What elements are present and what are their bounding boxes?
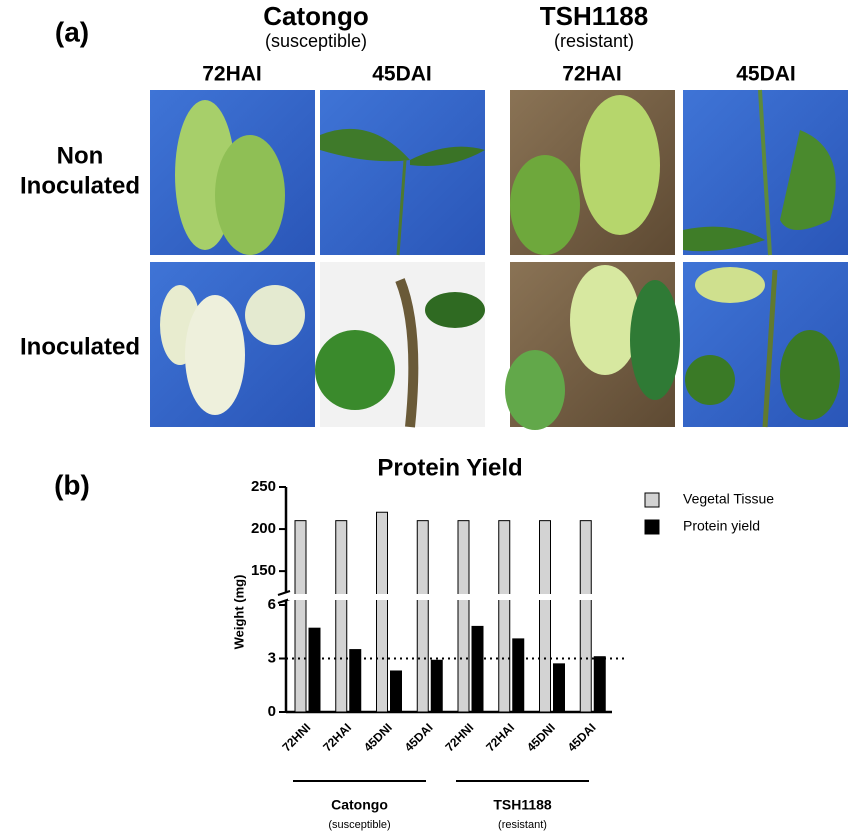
bar	[349, 649, 362, 713]
y-tick-label: 250	[251, 478, 276, 495]
y-tick-label: 3	[268, 649, 276, 666]
legend-swatch	[644, 519, 660, 535]
panel-label: (b)	[54, 469, 90, 500]
x-tick-label: 45DNI	[361, 720, 395, 754]
bar	[512, 638, 525, 713]
group-label: TSH1188	[493, 797, 552, 813]
bar	[553, 663, 565, 713]
x-tick-label: 45DAI	[565, 720, 599, 754]
y-tick-label: 6	[268, 596, 276, 613]
group-label: Catongo	[331, 797, 388, 813]
row-label: Non	[57, 142, 104, 169]
legend-label: Protein yield	[683, 518, 760, 534]
column-label: 45DAI	[736, 63, 796, 86]
bar	[390, 670, 402, 713]
legend-label: Vegetal Tissue	[683, 491, 774, 507]
group-note: (susceptible)	[328, 819, 390, 831]
chart-title: Protein Yield	[377, 454, 522, 481]
x-tick-label: 45DNI	[524, 720, 558, 754]
group-note: (resistant)	[498, 819, 547, 831]
bar	[471, 625, 484, 713]
x-tick-label: 72HNI	[442, 720, 476, 754]
bar	[294, 520, 307, 713]
bar	[457, 520, 470, 713]
bar	[335, 520, 348, 713]
chart: Protein Yield Weight (mg) 0 3 6 150 200 250 72HN…	[231, 454, 774, 831]
row-label: Inoculated	[20, 172, 140, 199]
legend-swatch	[644, 492, 660, 508]
axis-break-gap	[288, 594, 614, 600]
bar	[593, 656, 606, 713]
group-title: Catongo	[263, 1, 368, 31]
panel-a-labels: Catongo(susceptible)72HAI 45DAITSH1188(re…	[20, 1, 796, 360]
x-tick-label: 72HNI	[279, 720, 313, 754]
axis-break	[277, 590, 291, 596]
y-tick-label: 150	[251, 562, 276, 579]
x-tick-label: 45DAI	[402, 720, 436, 754]
group-note: (susceptible)	[265, 31, 367, 51]
column-label: 45DAI	[372, 63, 432, 86]
bar	[376, 511, 388, 713]
y-tick-label: 200	[251, 520, 276, 537]
column-label: 72HAI	[202, 63, 262, 86]
bar	[430, 659, 443, 713]
group-note: (resistant)	[554, 31, 634, 51]
group-title: TSH1188	[540, 1, 648, 31]
bar	[308, 627, 321, 713]
y-tick-label: 0	[268, 703, 276, 720]
photos	[150, 89, 848, 430]
y-axis-label: Weight (mg)	[231, 575, 246, 650]
bar	[539, 520, 551, 713]
bar	[579, 520, 592, 713]
bar	[416, 520, 429, 713]
bar	[498, 520, 511, 713]
x-tick-label: 72HAI	[483, 720, 517, 754]
panel-label: (a)	[55, 16, 89, 47]
x-tick-label: 72HAI	[320, 720, 354, 754]
column-label: 72HAI	[562, 63, 622, 86]
row-label: Inoculated	[20, 333, 140, 360]
